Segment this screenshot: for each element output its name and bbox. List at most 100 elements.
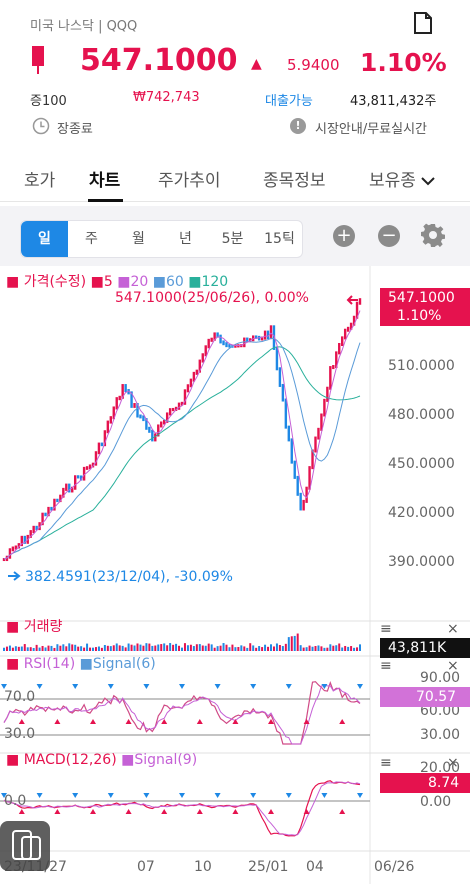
chevron-down-icon[interactable] [420,172,436,191]
candle [263,330,267,340]
rsi-tag: 70.57 [380,687,470,707]
quote-header: 미국 나스닥 | QQQ 547.1000 ▲ 5.9400 1.10% 증10… [0,0,470,150]
rsi-left-tick-70: 70.0 [4,689,36,705]
candle [332,365,335,370]
macd-signal-arrow [18,809,25,814]
candle [278,367,282,387]
menu-icon[interactable]: ≡ [380,621,392,637]
volume-tag: 43,811K [380,638,470,658]
candle [71,486,74,493]
volume-bar [139,644,142,651]
unit-label: 증100 [30,94,67,109]
period-year[interactable]: 년 [179,231,192,247]
volume-bar [258,646,261,651]
period-day[interactable]: 일 [21,221,68,257]
y-tick-450: 450.0000 [388,456,455,472]
candle [165,412,169,423]
chart-area[interactable]: ■ 가격(수정) ■5 ■20 ■60 ■120 547.1000(25/06/… [0,266,470,884]
volume-bar [154,645,157,651]
rsi-signal-arrow [18,719,25,724]
period-month[interactable]: 월 [132,231,145,247]
rsi-signal-arrow [357,684,363,689]
price-chart-svg[interactable] [0,266,470,884]
volume-bars [3,633,361,651]
candle [124,384,127,393]
bookmark-icon[interactable] [28,44,48,80]
gear-icon[interactable] [421,223,445,251]
candle [53,498,56,511]
candle [186,384,190,393]
volume-bar [29,647,32,651]
volume-bar [332,645,335,651]
candle [260,336,264,341]
candle [192,371,196,382]
volume-total: 43,811,432주 [350,94,437,109]
candle [174,406,178,411]
candle [154,433,157,442]
volume-bar [148,643,151,651]
rsi-signal-arrow [1,684,7,689]
volume-bar [204,645,207,651]
menu-icon[interactable]: ≡ [380,755,392,771]
candle [323,398,326,417]
loan-available-label[interactable]: 대출가능 [265,94,313,109]
candle [305,486,308,503]
x-tick-07: 07 [137,859,155,875]
price-tag-pct: 1.10% [397,308,442,324]
macd-signal-arrow [214,793,221,798]
volume-bar [210,644,213,651]
volume-bar [14,646,17,651]
candle [56,498,59,503]
candle [32,525,35,534]
candle [335,351,338,369]
macd-tag: 8.74 [380,773,470,793]
candle [91,462,95,468]
market-info-link[interactable]: 시장안내/무료실시간 [315,122,428,137]
candle [41,512,44,526]
volume-bar [100,647,103,651]
close-icon[interactable]: × [447,621,459,637]
volume-bar [243,646,246,651]
rotate-screen-icon[interactable] [0,821,50,871]
volume-bar [246,647,249,651]
candle [130,391,133,408]
candle [195,369,199,375]
volume-bar [323,647,326,651]
tab-stock-info[interactable]: 종목정보 [263,171,326,191]
tab-chart[interactable]: 차트 [89,171,121,191]
volume-bar [189,644,192,651]
close-icon[interactable]: × [447,658,459,674]
rsi-signal-line [3,684,361,745]
candle [142,415,145,422]
period-week[interactable]: 주 [85,231,98,247]
close-icon[interactable]: × [447,755,459,771]
volume-bar [198,644,201,651]
signal-arrows [1,684,363,814]
macd-signal-arrow [107,793,114,798]
candle [151,429,154,442]
candle [171,407,175,412]
volume-bar [44,647,47,651]
period-15tick[interactable]: 15틱 [264,231,295,247]
candle [79,475,83,481]
candle [269,325,273,340]
volume-bar [172,644,175,651]
volume-bar [157,644,160,651]
period-toolbar: 일 주 월 년 5분 15틱 + − [0,206,470,266]
period-5min[interactable]: 5분 [221,231,244,247]
ma20-line [3,337,361,560]
menu-icon[interactable]: ≡ [380,658,392,674]
macd-signal-arrow [357,793,363,798]
macd-signal-arrow [161,809,168,814]
document-icon[interactable] [413,12,433,38]
volume-bar [290,636,293,651]
tab-price-trend[interactable]: 주가추이 [158,171,221,191]
volume-bar [80,646,83,651]
tab-orderbook[interactable]: 호가 [24,171,56,191]
candle [352,315,356,326]
tab-holdings[interactable]: 보유종 [369,171,416,191]
zoom-in-icon[interactable]: + [333,225,355,247]
zoom-out-icon[interactable]: − [378,225,400,247]
volume-bar [151,645,154,651]
volume-bar [92,647,94,651]
